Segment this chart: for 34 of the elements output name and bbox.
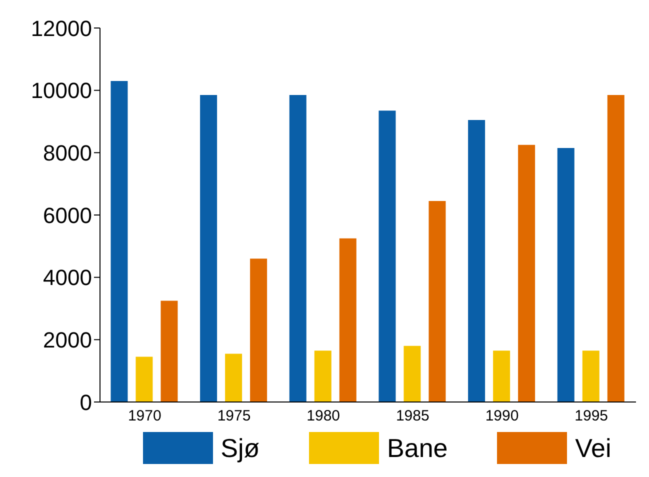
x-tick-label: 1995: [574, 408, 608, 425]
x-tick-label: 1970: [128, 408, 162, 425]
bar: [339, 238, 356, 402]
bar: [378, 110, 396, 402]
bar: [493, 350, 510, 402]
x-tick-label: 1990: [485, 408, 519, 425]
y-tick-label: 4000: [43, 265, 92, 290]
bar: [160, 300, 178, 402]
x-tick-label: 1980: [306, 408, 340, 425]
bar: [289, 95, 306, 402]
y-tick-label: 6000: [43, 202, 92, 228]
bar: [607, 95, 624, 402]
x-tick-label: 1975: [217, 408, 251, 425]
bar: [582, 350, 600, 402]
legend-label: Vei: [575, 432, 612, 464]
legend-label: Sjø: [220, 432, 260, 464]
y-tick-label: 10000: [30, 78, 92, 104]
y-tick-label: 2000: [43, 327, 92, 352]
bar: [225, 354, 242, 402]
bar: [110, 80, 128, 402]
x-tick-label: 1985: [396, 408, 430, 425]
y-tick-label: 12000: [30, 16, 92, 41]
y-tick-label: 0: [80, 390, 92, 415]
bar: [136, 356, 153, 402]
bar: [518, 144, 536, 402]
legend-label: Bane: [387, 432, 448, 464]
bar: [428, 200, 446, 402]
bar: [557, 148, 574, 402]
y-tick-label: 8000: [43, 140, 92, 166]
bar: [404, 346, 421, 402]
bar: [200, 95, 218, 402]
bar: [250, 258, 268, 402]
bar: [468, 120, 486, 402]
bar: [314, 350, 332, 402]
